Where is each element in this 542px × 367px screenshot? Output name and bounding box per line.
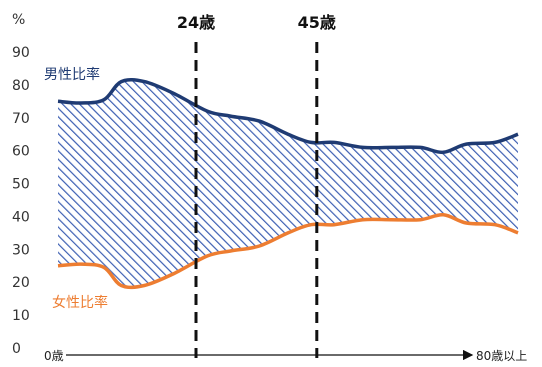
y-tick-label: 50	[12, 177, 30, 193]
x-start-label: 0歳	[44, 349, 64, 363]
y-tick-label: 0	[12, 341, 21, 357]
age-markers: 24歳 45歳	[177, 13, 336, 358]
y-tick-label: 60	[12, 144, 30, 160]
age-marker-label: 45歳	[298, 13, 336, 32]
y-tick-label: 20	[12, 275, 30, 291]
y-tick-label: 90	[12, 45, 30, 61]
male-series-label: 男性比率	[44, 66, 100, 83]
female-ratio-line	[57, 213, 519, 290]
y-tick-label: 10	[12, 308, 30, 324]
x-end-label: 80歳以上	[476, 349, 527, 363]
y-tick-label: 30	[12, 242, 30, 258]
y-unit-label: %	[12, 12, 25, 28]
y-tick-label: 40	[12, 209, 30, 225]
y-tick-label: 80	[12, 78, 30, 94]
y-tick-label: 70	[12, 111, 30, 127]
female-series-label: 女性比率	[52, 294, 108, 311]
age-marker-label: 24歳	[177, 13, 215, 32]
male-ratio-line	[57, 78, 519, 155]
gap-band-area	[58, 79, 518, 288]
y-axis-ticks: 0 10 20 30 40 50 60 70 80 90	[12, 45, 30, 357]
